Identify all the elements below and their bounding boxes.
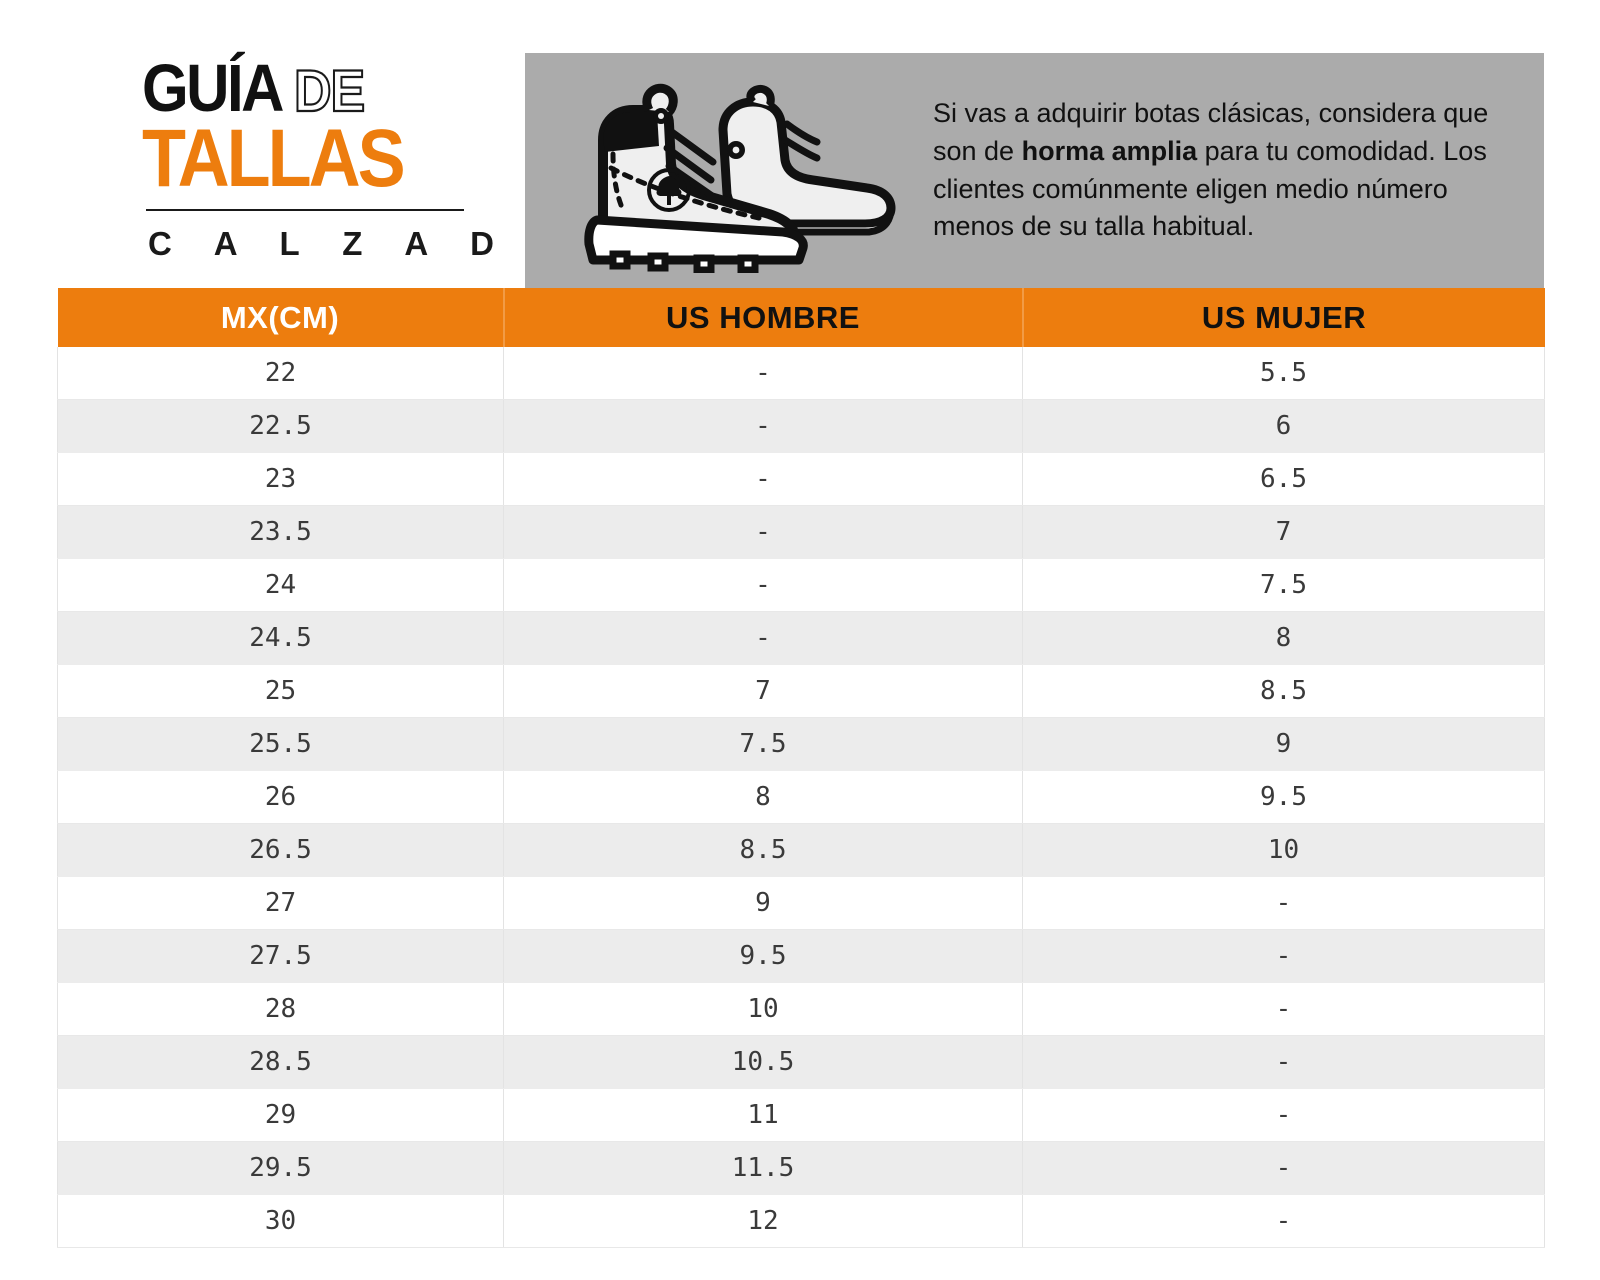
cell-mx-cm: 29 [57,1088,504,1142]
cell-us-mujer: 7.5 [1022,558,1545,612]
table-row: 24.5-8 [57,611,1545,665]
table-row: 24-7.5 [57,558,1545,612]
cell-us-hombre: - [503,399,1023,453]
column-header-mx-cm: MX(CM) [57,288,505,347]
cell-mx-cm: 27.5 [57,929,504,983]
cell-mx-cm: 23 [57,452,504,506]
table-row: 23-6.5 [57,452,1545,506]
table-row: 27.5 9.5- [57,929,1545,983]
cell-mx-cm: 26 [57,770,504,824]
table-header: MX(CM) US HOMBRE US MUJER [57,288,1545,347]
cell-us-mujer: - [1022,982,1545,1036]
info-panel: Si vas a adquirir botas clásicas, consid… [525,53,1544,288]
logo-word-tallas: TALLAS [142,112,406,204]
cell-us-hombre: - [503,611,1023,665]
cell-us-mujer: - [1022,929,1545,983]
info-text-before: Si vas a adquirir botas clásicas, consid… [933,97,1489,166]
cell-us-hombre: - [503,505,1023,559]
table-row: 28.5 10.5- [57,1035,1545,1089]
cell-us-hombre: 11 [503,1088,1023,1142]
table-body: 22-5.5 22.5-6 23-6.5 23.5-7 24-7.5 24.5-8 25 7 8… [57,347,1545,1248]
table-row: 28 10- [57,982,1545,1036]
cell-us-hombre: 9.5 [503,929,1023,983]
cell-us-mujer: 9 [1022,717,1545,771]
column-header-us-hombre: US HOMBRE [503,288,1024,347]
logo-word-de: DE [293,59,366,125]
guia-de-tallas-logo: GUÍA DE TALLAS C A L Z A D O [142,54,580,263]
cell-us-hombre: 11.5 [503,1141,1023,1195]
cell-mx-cm: 25.5 [57,717,504,771]
cell-us-mujer: 9.5 [1022,770,1545,824]
cell-us-hombre: 9 [503,876,1023,930]
table-row: 26.5 8.5 10 [57,823,1545,877]
cell-mx-cm: 30 [57,1194,504,1248]
cell-us-mujer: 8 [1022,611,1545,665]
cell-us-hombre: 10.5 [503,1035,1023,1089]
table-row: 22.5-6 [57,399,1545,453]
table-row: 30 12- [57,1194,1545,1248]
table-row: 29 11- [57,1088,1545,1142]
cell-us-hombre: 10 [503,982,1023,1036]
cell-mx-cm: 28.5 [57,1035,504,1089]
cell-us-hombre: 12 [503,1194,1023,1248]
cell-us-hombre: 7.5 [503,717,1023,771]
logo-word-guia: GUÍA [142,50,285,126]
table-row: 23.5-7 [57,505,1545,559]
table-row: 22-5.5 [57,347,1545,400]
cell-us-mujer: 8.5 [1022,664,1545,718]
cell-mx-cm: 28 [57,982,504,1036]
cell-us-mujer: 7 [1022,505,1545,559]
table-row: 26 8 9.5 [57,770,1545,824]
cell-mx-cm: 24 [57,558,504,612]
cell-us-hombre: - [503,558,1023,612]
table-row: 29.5 11.5- [57,1141,1545,1195]
cell-us-hombre: 8.5 [503,823,1023,877]
cell-mx-cm: 24.5 [57,611,504,665]
cell-mx-cm: 25 [57,664,504,718]
cell-mx-cm: 22.5 [57,399,504,453]
header-band: GUÍA DE TALLAS C A L Z A D O [0,0,1600,288]
cell-us-mujer: 6.5 [1022,452,1545,506]
cell-us-mujer: 10 [1022,823,1545,877]
cell-mx-cm: 26.5 [57,823,504,877]
logo-subtitle-calzado: C A L Z A D O [148,224,580,262]
column-header-us-mujer: US MUJER [1022,288,1545,347]
boot-illustration [573,66,903,276]
info-panel-text: Si vas a adquirir botas clásicas, consid… [933,95,1514,246]
table-row: 25.5 7.5 9 [57,717,1545,771]
cell-us-mujer: - [1022,1194,1545,1248]
cell-us-mujer: 5.5 [1022,347,1545,400]
table-header-row: MX(CM) US HOMBRE US MUJER [57,288,1545,347]
cell-mx-cm: 29.5 [57,1141,504,1195]
cell-mx-cm: 22 [57,347,504,400]
table-row: 25 7 8.5 [57,664,1545,718]
table-row: 27 9- [57,876,1545,930]
cell-mx-cm: 27 [57,876,504,930]
logo-first-line: GUÍA DE [142,54,472,125]
logo-divider-rule [146,208,464,211]
cell-mx-cm: 23.5 [57,505,504,559]
cell-us-hombre: 7 [503,664,1023,718]
cell-us-hombre: 8 [503,770,1023,824]
cell-us-mujer: - [1022,1141,1545,1195]
info-text-after: para tu comodidad. Los clientes comúnmen… [933,135,1487,242]
cell-us-mujer: - [1022,876,1545,930]
cell-us-mujer: - [1022,1088,1545,1142]
cell-us-hombre: - [503,347,1023,400]
size-chart-table: MX(CM) US HOMBRE US MUJER 22-5.5 22.5-6 23… [57,288,1545,1248]
cell-us-mujer: - [1022,1035,1545,1089]
cell-us-hombre: - [503,452,1023,506]
cell-us-mujer: 6 [1022,399,1545,453]
info-text-emphasis: horma amplia [1021,135,1198,166]
